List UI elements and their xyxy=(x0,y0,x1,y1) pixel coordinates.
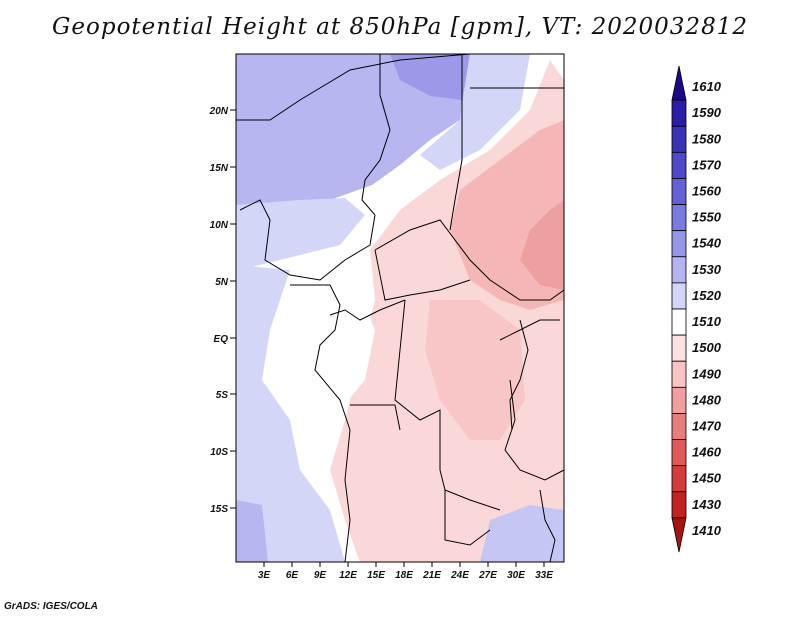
colorbar-level-label: 1570 xyxy=(692,157,722,172)
colorbar-level-label: 1450 xyxy=(692,471,722,486)
colorbar-swatch xyxy=(671,360,687,388)
lat-tick-label: 15S xyxy=(210,504,228,515)
lon-tick-label: 9E xyxy=(314,570,327,581)
contour-1510-west-equator xyxy=(285,295,375,410)
contour-1520-northeast xyxy=(420,54,530,170)
colorbar-level-label: 1500 xyxy=(692,340,722,355)
lat-tick-label: 10S xyxy=(210,447,228,458)
colorbar-swatch xyxy=(671,517,687,553)
colorbar-swatch xyxy=(671,151,687,179)
grads-credit: GrADS: IGES/COLA xyxy=(4,601,98,612)
contour-1520-southeast xyxy=(480,505,564,562)
colorbar-level-label: 1490 xyxy=(692,366,722,381)
colorbar-swatch xyxy=(671,125,687,153)
lon-tick-label: 6E xyxy=(286,570,299,581)
colorbar-swatch xyxy=(671,439,687,467)
colorbar-swatch xyxy=(671,386,687,414)
map-panel xyxy=(236,54,564,562)
colorbar-level-label: 1520 xyxy=(692,288,722,303)
colorbar-level-label: 1510 xyxy=(692,314,722,329)
lon-tick-label: 27E xyxy=(478,570,497,581)
colorbar-swatch xyxy=(671,230,687,258)
colorbar-level-label: 1560 xyxy=(692,184,722,199)
lat-tick-label: EQ xyxy=(214,334,229,345)
lon-tick-label: 15E xyxy=(367,570,385,581)
contour-1530-north xyxy=(236,54,470,210)
colorbar-level-label: 1480 xyxy=(692,392,722,407)
lon-axis: 3E 6E 9E 12E 15E 18E 21E 24E 27E 30E 33E xyxy=(258,562,553,581)
contour-1540-north xyxy=(390,54,470,100)
lat-tick-label: 5N xyxy=(215,277,229,288)
contour-1520-atlantic xyxy=(236,265,345,562)
colorbar-swatch xyxy=(671,178,687,205)
colorbar-level-label: 1460 xyxy=(692,445,722,460)
colorbar-swatch xyxy=(671,256,687,284)
lon-tick-label: 3E xyxy=(258,570,271,581)
contour-1490-central xyxy=(425,300,525,440)
colorbar: 1610 1590 1580 1570 1560 1550 1540 1530 1520 1510… xyxy=(671,65,722,553)
colorbar-swatch xyxy=(671,308,687,336)
lon-tick-label: 12E xyxy=(339,570,357,581)
colorbar-level-label: 1470 xyxy=(692,419,722,434)
lat-tick-label: 5S xyxy=(216,390,229,401)
colorbar-swatch xyxy=(671,465,687,493)
colorbar-level-label: 1550 xyxy=(692,210,722,225)
colorbar-swatch xyxy=(671,204,687,232)
colorbar-swatch xyxy=(671,99,687,127)
colorbar-level-label: 1530 xyxy=(692,262,722,277)
lat-axis: 20N 15N 10N 5N EQ 5S 10S 15S xyxy=(209,106,236,515)
colorbar-level-label: 1580 xyxy=(692,131,722,146)
country-borders xyxy=(236,54,564,562)
lon-tick-label: 21E xyxy=(422,570,441,581)
lat-tick-label: 20N xyxy=(209,106,229,117)
colorbar-level-label: 1590 xyxy=(692,105,722,120)
colorbar-level-label: 1430 xyxy=(692,497,722,512)
colorbar-level-label: 1540 xyxy=(692,236,722,251)
colorbar-swatch xyxy=(671,282,687,310)
contour-1480-east xyxy=(520,200,564,290)
lon-tick-label: 30E xyxy=(507,570,525,581)
lat-tick-label: 10N xyxy=(210,220,229,231)
lat-tick-label: 15N xyxy=(210,163,229,174)
colorbar-level-label: 1410 xyxy=(692,523,722,538)
map-frame xyxy=(235,53,565,563)
lon-tick-label: 18E xyxy=(395,570,413,581)
map-title: Geopotential Height at 850hPa [gpm], VT:… xyxy=(52,14,748,40)
colorbar-swatch xyxy=(671,491,687,519)
lon-tick-label: 33E xyxy=(535,570,553,581)
colorbar-swatch xyxy=(671,413,687,440)
colorbar-swatch xyxy=(671,334,687,362)
colorbar-swatch xyxy=(671,65,687,101)
colorbar-level-label: 1610 xyxy=(692,79,722,94)
lon-tick-label: 24E xyxy=(450,570,469,581)
contour-1530-southwest xyxy=(236,500,268,562)
